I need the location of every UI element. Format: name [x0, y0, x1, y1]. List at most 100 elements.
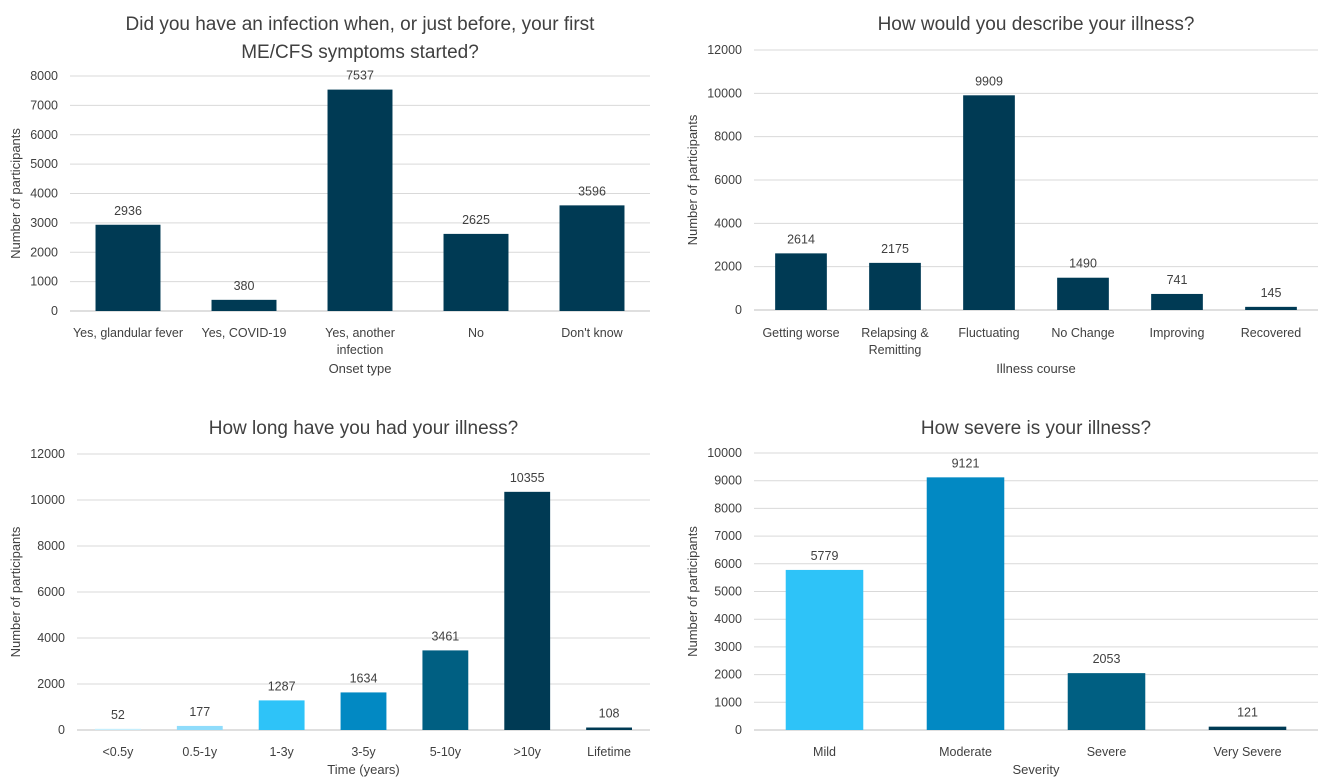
data-label: 121: [1237, 706, 1258, 720]
y-tick-label: 7000: [30, 98, 58, 112]
y-axis-label: Number of participants: [685, 114, 700, 245]
y-tick-label: 0: [735, 303, 742, 317]
bar: [340, 692, 387, 730]
bar: [963, 95, 1015, 311]
category-label: Moderate: [939, 745, 992, 759]
category-label: Getting worse: [762, 326, 839, 340]
category-label: Lifetime: [587, 745, 631, 759]
y-tick-label: 4000: [714, 216, 742, 230]
category-label: No Change: [1051, 326, 1114, 340]
bar: [1208, 726, 1287, 730]
bar: [1245, 306, 1297, 310]
bar: [95, 224, 161, 311]
data-label: 1287: [268, 679, 296, 693]
bar: [1151, 293, 1203, 310]
category-label: Very Severe: [1213, 745, 1281, 759]
bar: [443, 233, 509, 311]
category-label: infection: [337, 343, 384, 357]
data-label: 10355: [510, 471, 545, 485]
category-label: Don't know: [561, 326, 623, 340]
category-label: Fluctuating: [958, 326, 1019, 340]
bar: [869, 262, 921, 310]
chart-svg-illness-course: How would you describe your illness? 0 200…: [685, 14, 1318, 376]
y-tick-label: 5000: [714, 585, 742, 599]
bar: [95, 728, 141, 730]
data-label: 2053: [1093, 652, 1121, 666]
chart-svg-duration: How long have you had your illness? 0 2000…: [8, 418, 650, 777]
y-tick-label: 12000: [707, 43, 742, 57]
y-axis-label: Number of participants: [8, 526, 23, 657]
data-label: 52: [111, 708, 125, 722]
bar: [211, 299, 277, 311]
data-label: 5779: [811, 549, 839, 563]
y-tick-label: 8000: [37, 539, 65, 553]
y-tick-label: 1000: [30, 275, 58, 289]
data-label: 145: [1261, 286, 1282, 300]
category-label: 3-5y: [351, 745, 376, 759]
chart-svg-onset: Did you have an infection when, or just …: [8, 14, 650, 376]
x-axis-label: Severity: [1013, 762, 1060, 777]
chart-svg-severity: How severe is your illness? 0 1000 2000 3000…: [685, 418, 1318, 777]
data-label: 108: [599, 707, 620, 721]
x-axis-label: Time (years): [327, 762, 399, 777]
data-label: 1634: [350, 671, 378, 685]
category-label: Yes, COVID-19: [202, 326, 287, 340]
y-tick-label: 0: [735, 723, 742, 737]
category-label: Yes, another: [325, 326, 395, 340]
y-tick-label: 1000: [714, 695, 742, 709]
bar: [422, 650, 469, 730]
category-label: No: [468, 326, 484, 340]
bar: [559, 205, 625, 311]
bar: [327, 89, 393, 312]
chart-title: How long have you had your illness?: [209, 418, 518, 439]
data-label: 741: [1167, 273, 1188, 287]
category-label: 0.5-1y: [182, 745, 217, 759]
data-label: 2614: [787, 232, 815, 246]
y-tick-label: 8000: [714, 130, 742, 144]
y-tick-label: 3000: [714, 640, 742, 654]
x-axis-label: Illness course: [996, 361, 1075, 376]
y-tick-label: 6000: [30, 128, 58, 142]
data-label: 3596: [578, 184, 606, 198]
y-tick-label: 9000: [714, 474, 742, 488]
chart-panel-onset: Did you have an infection when, or just …: [0, 0, 660, 390]
data-label: 1490: [1069, 257, 1097, 271]
y-axis-label: Number of participants: [685, 526, 700, 657]
y-tick-label: 2000: [30, 245, 58, 259]
category-label: Improving: [1150, 326, 1205, 340]
chart-panel-illness-course: How would you describe your illness? 0 200…: [661, 0, 1321, 390]
y-tick-label: 6000: [714, 557, 742, 571]
data-label: 9909: [975, 74, 1003, 88]
y-tick-label: 10000: [707, 86, 742, 100]
data-label: 177: [189, 705, 210, 719]
y-axis-label: Number of participants: [8, 128, 23, 259]
category-label: 5-10y: [430, 745, 462, 759]
data-label: 380: [234, 279, 255, 293]
y-tick-label: 10000: [707, 446, 742, 460]
category-label: Recovered: [1241, 326, 1301, 340]
bar: [258, 700, 305, 730]
y-tick-label: 2000: [37, 677, 65, 691]
category-label: Remitting: [869, 343, 922, 357]
data-label: 9121: [952, 456, 980, 470]
y-tick-label: 6000: [37, 585, 65, 599]
y-tick-label: 0: [51, 304, 58, 318]
y-tick-label: 7000: [714, 529, 742, 543]
category-label: Mild: [813, 745, 836, 759]
bar: [1067, 673, 1146, 730]
data-label: 2175: [881, 242, 909, 256]
bar: [176, 725, 223, 730]
y-tick-label: 4000: [37, 631, 65, 645]
data-label: 2936: [114, 204, 142, 218]
data-label: 3461: [431, 629, 459, 643]
y-tick-label: 5000: [30, 157, 58, 171]
bar: [586, 727, 632, 730]
y-tick-label: 3000: [30, 216, 58, 230]
chart-panel-duration: How long have you had your illness? 0 2000…: [0, 392, 660, 778]
chart-title: ME/CFS symptoms started?: [241, 42, 479, 63]
category-label: <0.5y: [102, 745, 134, 759]
y-tick-label: 10000: [30, 493, 65, 507]
chart-title: Did you have an infection when, or just …: [126, 14, 596, 35]
y-tick-label: 2000: [714, 668, 742, 682]
y-tick-label: 12000: [30, 447, 65, 461]
